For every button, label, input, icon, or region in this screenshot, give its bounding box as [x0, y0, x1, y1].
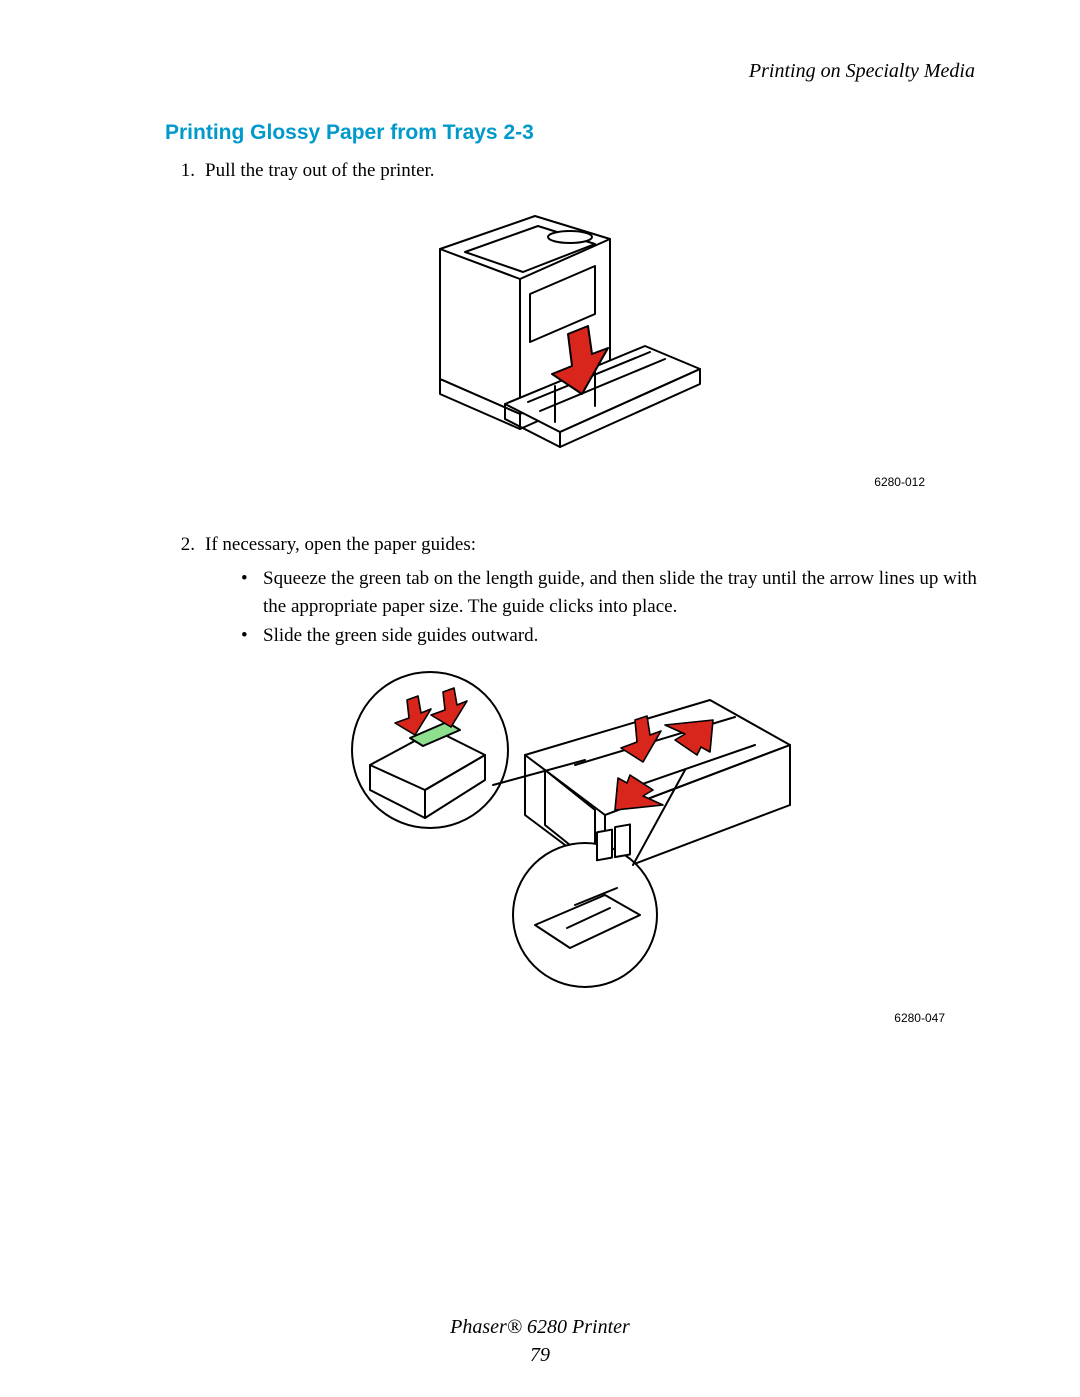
- step-list-2: 2. If necessary, open the paper guides: …: [165, 531, 985, 652]
- step-2-bullet-1: Squeeze the green tab on the length guid…: [241, 565, 985, 620]
- step-list: 1. Pull the tray out of the printer.: [165, 157, 985, 186]
- figure-2: 6280-047: [165, 670, 985, 1027]
- manual-page: Printing on Specialty Media Printing Glo…: [0, 0, 1080, 1397]
- section-title: Printing Glossy Paper from Trays 2-3: [165, 121, 985, 145]
- step-1: 1. Pull the tray out of the printer.: [165, 157, 985, 186]
- step-2: 2. If necessary, open the paper guides: …: [165, 531, 985, 652]
- page-footer: Phaser® 6280 Printer 79: [0, 1313, 1080, 1369]
- step-2-text: If necessary, open the paper guides: Squ…: [205, 531, 985, 652]
- figure-1: 6280-012: [165, 204, 985, 491]
- header-section-title: Printing on Specialty Media: [165, 60, 975, 83]
- step-2-bullets: Squeeze the green tab on the length guid…: [205, 565, 985, 650]
- footer-page-number: 79: [0, 1341, 1080, 1369]
- figure-1-caption: 6280-012: [874, 475, 925, 489]
- tray-guides-illustration: [315, 670, 835, 1000]
- step-2-bullet-2: Slide the green side guides outward.: [241, 622, 985, 650]
- step-2-main: If necessary, open the paper guides:: [205, 534, 476, 555]
- printer-pull-tray-illustration: [410, 204, 740, 464]
- figure-2-caption: 6280-047: [894, 1011, 945, 1025]
- step-2-number: 2.: [165, 531, 195, 652]
- footer-product: Phaser® 6280 Printer: [0, 1313, 1080, 1341]
- step-1-text: Pull the tray out of the printer.: [205, 157, 985, 186]
- step-1-number: 1.: [165, 157, 195, 186]
